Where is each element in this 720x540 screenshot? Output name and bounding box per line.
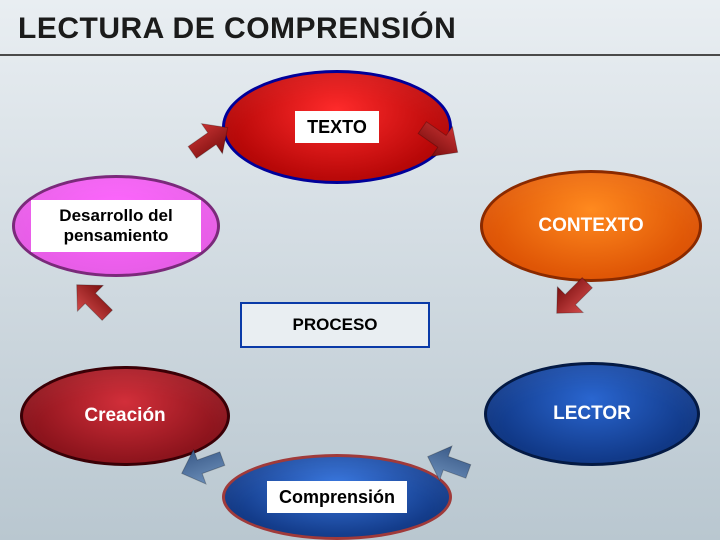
page-title-text: LECTURA DE COMPRENSIÓN [18,12,456,45]
page-title: LECTURA DE COMPRENSIÓN [18,12,456,46]
node-desarrollo-label: Desarrollo del pensamiento [31,200,202,251]
node-desarrollo: Desarrollo del pensamiento [12,175,220,277]
node-proceso: PROCESO [240,302,430,348]
node-creacion: Creación [20,366,230,466]
node-proceso-label: PROCESO [292,315,377,335]
node-contexto-label: CONTEXTO [530,215,651,237]
title-underline [0,54,720,56]
node-comprension-label: Comprensión [267,481,407,514]
node-texto-label: TEXTO [295,111,379,144]
node-lector-label: LECTOR [545,403,639,425]
node-lector: LECTOR [484,362,700,466]
node-comprension: Comprensión [222,454,452,540]
node-texto: TEXTO [222,70,452,184]
node-creacion-label: Creación [76,405,173,427]
node-contexto: CONTEXTO [480,170,702,282]
